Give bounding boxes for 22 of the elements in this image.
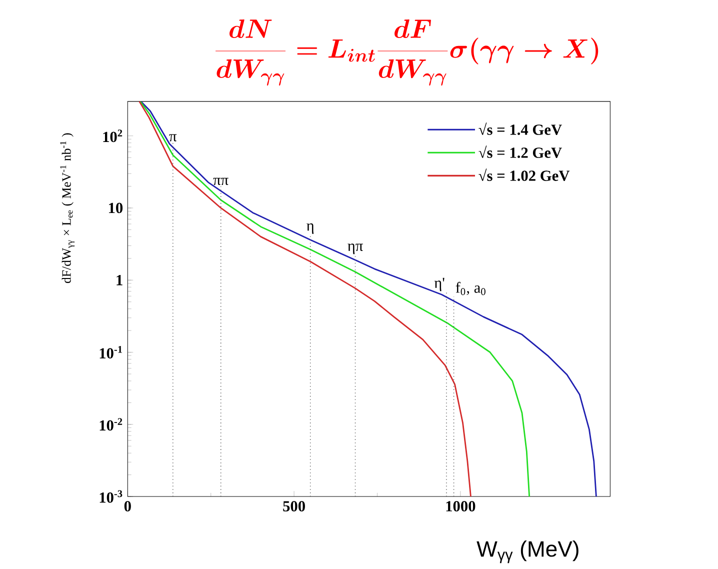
x-axis-title: W$_{γγ}$ (MeV) (476, 540, 578, 563)
ref-line-label: π (169, 134, 177, 142)
ref-line-label: η' (434, 278, 444, 292)
y-tick-label: 10$^{-2}$ (100, 418, 122, 431)
y-tick-label: 10 (109, 202, 123, 214)
ref-line-label: ππ (213, 178, 228, 185)
x-tick-label: 1000 (446, 500, 476, 512)
x-tick-label: 500 (283, 500, 305, 512)
y-tick-label: 10$^{2}$ (103, 129, 122, 142)
y-tick-label: 1 (116, 274, 122, 286)
chart-title: $\frac{dN}{dW_{\gamma\gamma}} = L_{int}\frac{dF}{dW_{\gamma\gamma}}\sigma(\gamma\gamma \to X)$ (216, 19, 598, 86)
legend-label: √s = 1.4 GeV (478, 122, 562, 135)
ref-line-label: ηπ (348, 243, 363, 254)
y-tick-label: 10$^{-3}$ (100, 490, 122, 503)
legend-label: √s = 1.02 GeV (478, 168, 570, 181)
line-series (138, 101, 472, 496)
ref-line-label: η (306, 223, 314, 234)
text: dF/dW$_{γγ}$ × L$_{ee}$ ( MeV$^{-1}$ nb$^{-1}$ ) (60, 133, 75, 283)
y-tick-label: 10$^{-1}$ (100, 346, 122, 358)
ref-line-label: f$_{0}$, a$_{0}$ (456, 282, 486, 295)
legend-label: √s = 1.2 GeV (478, 146, 562, 158)
x-tick-label: 0 (124, 500, 131, 512)
